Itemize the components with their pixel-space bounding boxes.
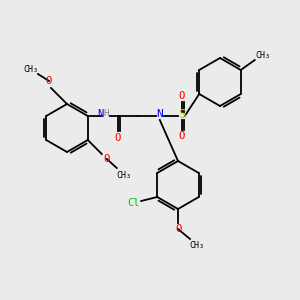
Text: CH₃: CH₃ xyxy=(116,170,131,179)
Text: O: O xyxy=(46,76,52,86)
Text: CH₃: CH₃ xyxy=(255,52,270,61)
Text: Cl: Cl xyxy=(127,198,140,208)
Text: O: O xyxy=(115,133,121,143)
Text: CH₃: CH₃ xyxy=(190,241,205,250)
Text: O: O xyxy=(175,224,181,234)
Text: O: O xyxy=(104,154,110,164)
Text: O: O xyxy=(179,91,185,101)
Text: CH₃: CH₃ xyxy=(23,65,38,74)
Text: H: H xyxy=(103,110,109,118)
Text: S: S xyxy=(178,107,185,121)
Text: N: N xyxy=(98,109,104,119)
Text: O: O xyxy=(179,131,185,141)
Text: N: N xyxy=(156,109,163,119)
